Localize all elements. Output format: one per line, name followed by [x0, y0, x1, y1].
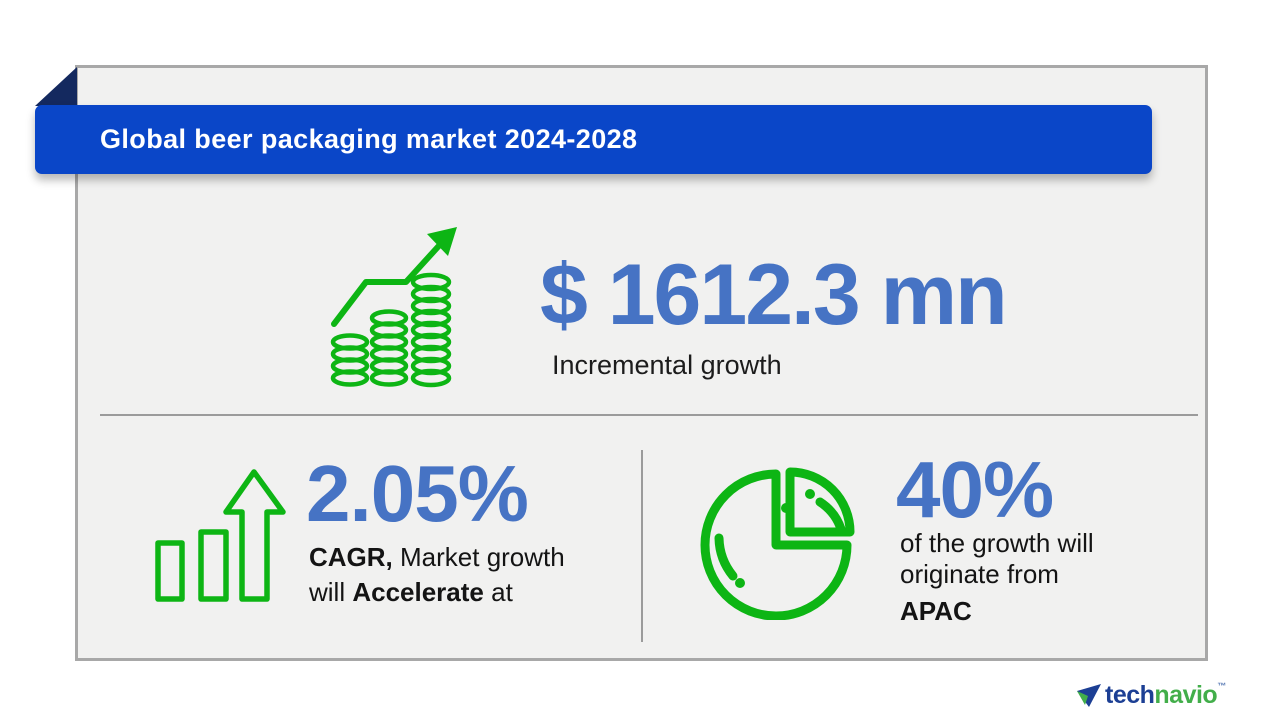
cagr-caption: CAGR, Market growth will Accelerate at — [309, 540, 565, 610]
ribbon-fold — [35, 67, 77, 106]
bar-chart-up-arrow-icon — [155, 469, 286, 602]
logo-tech-text: tech — [1105, 681, 1155, 709]
cagr-caption-bold2: Accelerate — [352, 577, 484, 607]
logo-navio-text: navio — [1154, 681, 1218, 709]
horizontal-divider — [100, 414, 1198, 416]
region-share-value: 40% — [896, 445, 1054, 534]
cagr-value: 2.05% — [306, 449, 529, 538]
incremental-growth-label: Incremental growth — [552, 350, 782, 380]
technavio-wordmark: technavio™ — [1105, 681, 1226, 710]
region-name: APAC — [900, 596, 972, 626]
incremental-growth-value: $ 1612.3 mn — [540, 247, 1008, 343]
vertical-divider — [641, 450, 643, 642]
cagr-caption-text2: will — [309, 577, 353, 607]
cagr-caption-text3: at — [483, 577, 513, 607]
cagr-caption-bold: CAGR, — [309, 542, 393, 572]
page-title: Global beer packaging market 2024-2028 — [100, 124, 638, 154]
coins-growth-arrow-icon — [330, 227, 457, 388]
region-caption: of the growth will originate from APAC — [900, 528, 1094, 627]
logo-trademark: ™ — [1217, 681, 1226, 691]
title-banner: Global beer packaging market 2024-2028 — [35, 105, 1152, 174]
region-caption-line2: originate from — [900, 559, 1059, 589]
pie-chart-icon — [700, 467, 855, 620]
cagr-caption-text: Market growth — [392, 542, 565, 572]
region-caption-line1: of the growth will — [900, 528, 1094, 558]
technavio-arrow-icon — [1077, 683, 1101, 707]
technavio-logo: technavio™ — [1076, 681, 1226, 710]
